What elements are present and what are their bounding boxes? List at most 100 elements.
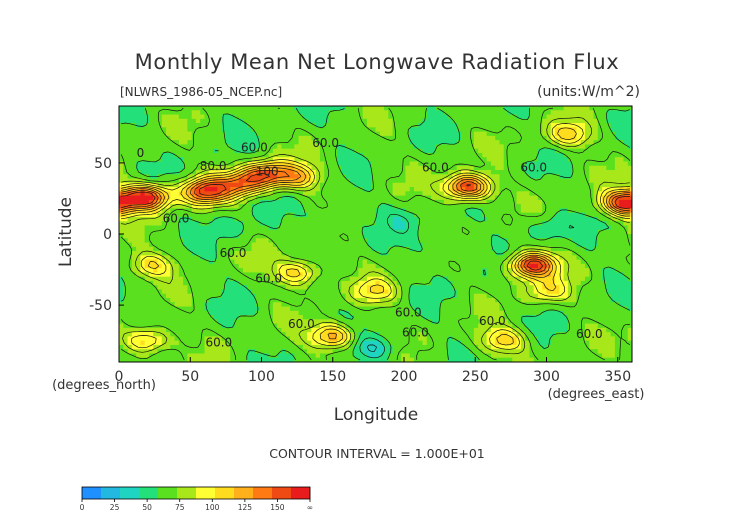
heatmap-cell xyxy=(516,204,522,209)
heatmap-cell xyxy=(614,152,620,158)
heatmap-cell xyxy=(290,140,295,145)
heatmap-cell xyxy=(448,225,454,231)
heatmap-cell xyxy=(221,276,227,282)
heatmap-cell xyxy=(362,225,368,231)
heatmap-cell xyxy=(183,152,189,158)
heatmap-cell xyxy=(191,135,197,141)
heatmap-cell xyxy=(572,225,578,231)
heatmap-cell xyxy=(251,204,257,209)
heatmap-cell xyxy=(584,118,590,124)
heatmap-cell xyxy=(396,165,402,171)
heatmap-cell xyxy=(597,174,603,180)
heatmap-cell xyxy=(559,255,565,261)
heatmap-cell xyxy=(191,191,197,197)
heatmap-cell xyxy=(272,276,278,282)
heatmap-cell xyxy=(614,161,620,167)
heatmap-cell xyxy=(127,276,133,282)
heatmap-cell xyxy=(486,229,492,235)
heatmap-cell xyxy=(435,251,441,256)
heatmap-cell xyxy=(272,127,278,133)
heatmap-cell xyxy=(614,246,620,252)
heatmap-cell xyxy=(392,199,398,205)
heatmap-cell xyxy=(178,182,184,188)
heatmap-cell xyxy=(358,114,364,120)
heatmap-cell xyxy=(285,280,291,286)
heatmap-cell xyxy=(584,135,590,141)
heatmap-cell xyxy=(520,118,526,124)
heatmap-cell xyxy=(431,259,436,265)
heatmap-cell xyxy=(354,216,360,222)
heatmap-cell xyxy=(234,259,240,265)
heatmap-cell xyxy=(354,238,360,244)
heatmap-cell xyxy=(559,170,565,175)
heatmap-cell xyxy=(606,174,612,180)
heatmap-cell xyxy=(388,195,394,201)
heatmap-cell xyxy=(461,152,466,158)
heatmap-cell xyxy=(324,152,330,158)
heatmap-cell xyxy=(555,255,560,261)
heatmap-cell xyxy=(461,140,466,145)
heatmap-cell xyxy=(584,263,590,269)
heatmap-cell xyxy=(136,276,141,282)
heatmap-cell xyxy=(563,255,569,261)
heatmap-cell xyxy=(572,152,578,158)
heatmap-cell xyxy=(341,238,347,244)
heatmap-cell xyxy=(362,199,368,205)
heatmap-cell xyxy=(238,268,244,273)
heatmap-cell xyxy=(614,165,620,171)
heatmap-cell xyxy=(396,114,402,120)
heatmap-cell xyxy=(366,135,372,141)
heatmap-cell xyxy=(589,208,595,214)
heatmap-cell xyxy=(584,268,590,273)
heatmap-cell xyxy=(623,268,629,273)
heatmap-cell xyxy=(529,191,535,197)
heatmap-cell xyxy=(520,178,526,184)
heatmap-cell xyxy=(469,110,475,116)
heatmap-cell xyxy=(277,268,283,273)
heatmap-cell xyxy=(311,187,317,192)
heatmap-cell xyxy=(452,225,458,231)
heatmap-cell xyxy=(503,123,509,128)
heatmap-cell xyxy=(234,182,240,188)
heatmap-cell xyxy=(123,195,129,201)
heatmap-cell xyxy=(533,161,539,167)
heatmap-cell xyxy=(328,199,334,205)
heatmap-cell xyxy=(264,229,270,235)
heatmap-cell xyxy=(384,127,389,133)
heatmap-cell xyxy=(332,280,338,286)
heatmap-cell xyxy=(195,165,201,171)
heatmap-cell xyxy=(127,216,133,222)
heatmap-cell xyxy=(418,251,424,256)
heatmap-cell xyxy=(170,148,176,154)
heatmap-cell xyxy=(144,229,150,235)
heatmap-cell xyxy=(469,182,475,188)
heatmap-cell xyxy=(439,199,445,205)
heatmap-cell xyxy=(213,114,218,120)
heatmap-cell xyxy=(264,140,270,145)
heatmap-cell xyxy=(572,242,578,248)
heatmap-cell xyxy=(354,131,360,137)
heatmap-cell xyxy=(337,106,342,111)
heatmap-cell xyxy=(178,268,184,273)
heatmap-cell xyxy=(508,148,513,154)
heatmap-cell xyxy=(362,234,368,239)
heatmap-cell xyxy=(315,148,321,154)
heatmap-cell xyxy=(153,182,159,188)
heatmap-cell xyxy=(148,246,154,252)
heatmap-cell xyxy=(328,280,334,286)
heatmap-cell xyxy=(268,152,274,158)
heatmap-cell xyxy=(119,178,124,184)
heatmap-cell xyxy=(606,157,612,163)
heatmap-cell xyxy=(597,229,603,235)
heatmap-cell xyxy=(401,195,407,201)
heatmap-cell xyxy=(426,178,432,184)
heatmap-cell xyxy=(136,221,141,227)
heatmap-cell xyxy=(512,165,518,171)
heatmap-cell xyxy=(119,195,124,201)
heatmap-cell xyxy=(379,182,385,188)
heatmap-cell xyxy=(200,255,206,261)
heatmap-cell xyxy=(431,187,436,192)
heatmap-cell xyxy=(311,114,317,120)
heatmap-cell xyxy=(584,140,590,145)
heatmap-cell xyxy=(251,140,257,145)
